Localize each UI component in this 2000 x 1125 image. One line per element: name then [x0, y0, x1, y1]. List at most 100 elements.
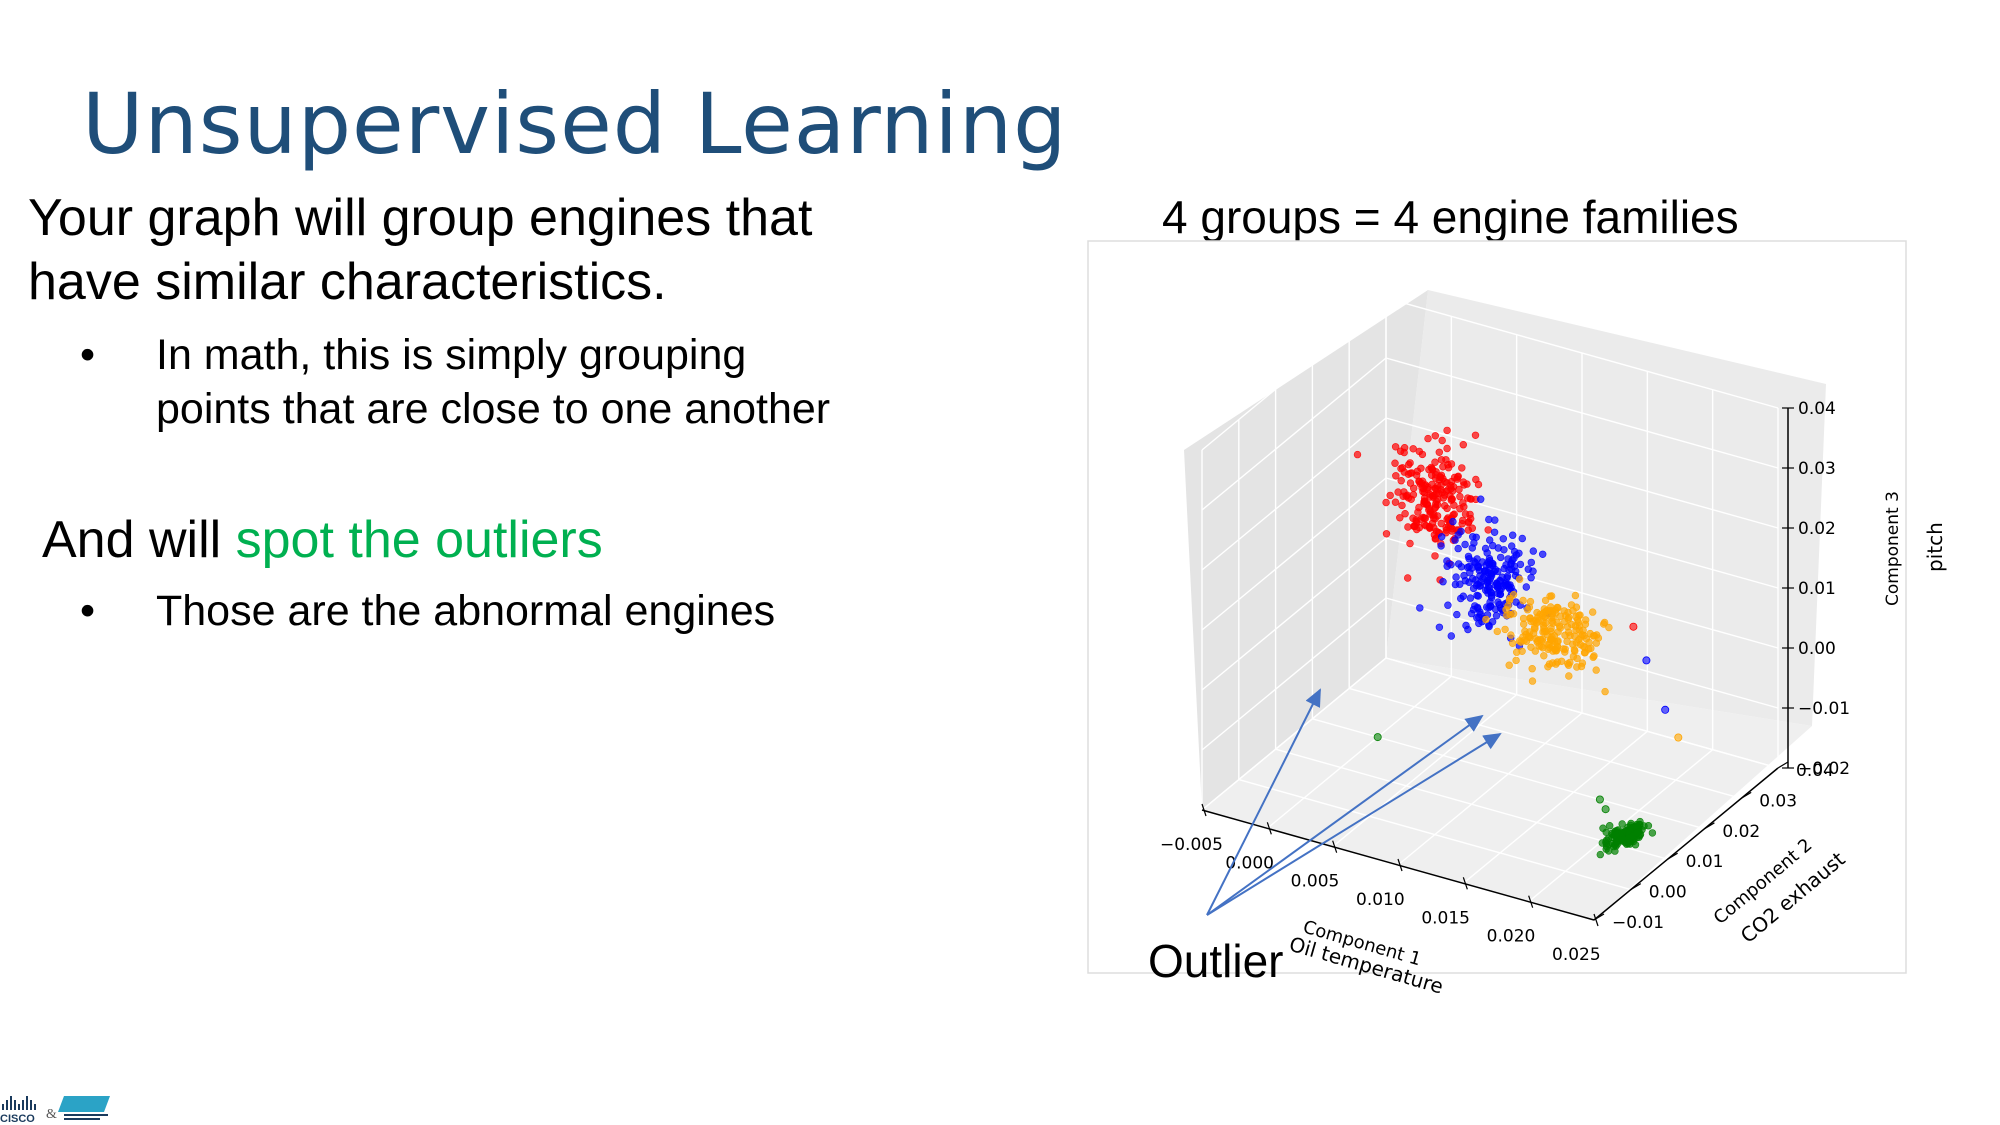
data-point	[1566, 658, 1574, 667]
data-points	[1353, 426, 1683, 859]
series-3	[1596, 817, 1657, 859]
data-point	[1458, 519, 1466, 528]
data-point	[1487, 602, 1495, 610]
data-point	[1505, 596, 1514, 605]
bullet-dot: •	[80, 331, 96, 379]
data-point	[1391, 498, 1400, 506]
data-point	[1403, 574, 1412, 582]
data-point	[1611, 847, 1619, 855]
data-point	[1600, 618, 1609, 627]
data-point	[1522, 583, 1531, 591]
data-point	[1464, 625, 1472, 634]
data-point	[1499, 535, 1508, 543]
data-point	[1471, 431, 1480, 439]
data-point	[1459, 441, 1468, 449]
floor-pane	[1202, 658, 1812, 920]
data-point	[1420, 494, 1429, 502]
data-point	[1496, 553, 1505, 562]
data-point	[1567, 601, 1576, 609]
data-point	[1488, 618, 1497, 626]
outlier-lead-highlight: spot the outliers	[235, 511, 603, 569]
data-point	[1431, 515, 1439, 523]
grid-z-wall	[1201, 537, 1387, 691]
data-point	[1483, 549, 1491, 557]
data-point	[1458, 464, 1466, 472]
z-axis-extra-title: pitch	[1923, 522, 1947, 572]
y-axis-line	[1593, 767, 1779, 921]
x-tick-label: 0.015	[1421, 908, 1470, 928]
data-point	[1386, 491, 1394, 500]
x-axis-line	[1201, 809, 1595, 921]
data-point	[1638, 826, 1646, 834]
data-point	[1448, 487, 1457, 495]
data-point	[1599, 824, 1607, 832]
z-tick-label: 0.00	[1798, 639, 1836, 659]
data-point	[1596, 850, 1605, 859]
y-tick	[1777, 761, 1789, 769]
y-tick-label: 0.04	[1796, 761, 1834, 781]
data-point	[1523, 605, 1532, 614]
outlier-point	[1661, 705, 1670, 714]
data-point	[1485, 536, 1494, 544]
data-point	[1409, 445, 1417, 453]
data-point	[1540, 624, 1548, 632]
svg-text:&: &	[46, 1107, 57, 1122]
grid-x-floor	[1332, 694, 1518, 848]
data-point	[1492, 612, 1501, 620]
data-point	[1465, 562, 1473, 571]
data-point	[1435, 623, 1444, 631]
data-point	[1538, 550, 1547, 558]
data-point	[1518, 647, 1526, 655]
x-tick-label: −0.005	[1160, 835, 1223, 855]
z-tick-label: 0.03	[1798, 459, 1836, 479]
data-point	[1431, 504, 1439, 512]
bullet-grouping-line-2: points that are close to one another	[156, 385, 831, 433]
data-point	[1456, 594, 1465, 603]
data-point	[1466, 495, 1475, 503]
data-point	[1536, 610, 1544, 618]
data-point	[1438, 436, 1446, 445]
z-tick-label: 0.01	[1798, 579, 1836, 599]
data-point	[1601, 687, 1609, 696]
data-point	[1538, 635, 1547, 643]
data-point	[1472, 533, 1480, 541]
grid-z-back	[1385, 297, 1779, 409]
data-point	[1391, 443, 1400, 451]
grid-lines	[1201, 297, 1779, 921]
z-tick-label: −0.01	[1798, 699, 1850, 719]
grid-y-floor	[1238, 778, 1631, 891]
data-point	[1493, 583, 1502, 592]
data-point	[1439, 474, 1447, 483]
data-point	[1415, 447, 1424, 456]
series-0	[1353, 426, 1492, 584]
data-point	[1437, 533, 1446, 541]
outlier-point	[1601, 805, 1610, 814]
data-point	[1465, 578, 1473, 586]
data-point	[1466, 510, 1474, 519]
data-point	[1451, 536, 1459, 544]
data-point	[1508, 639, 1517, 647]
data-point	[1491, 565, 1500, 574]
data-point	[1547, 636, 1555, 644]
data-point	[1579, 642, 1587, 650]
data-point	[1392, 472, 1400, 480]
data-point	[1618, 820, 1626, 828]
y-tick-label: 0.01	[1686, 852, 1724, 872]
data-point	[1412, 525, 1421, 534]
data-point	[1559, 645, 1568, 653]
data-point	[1401, 510, 1409, 518]
data-point	[1553, 603, 1561, 612]
data-point	[1585, 638, 1593, 647]
data-point	[1482, 615, 1490, 624]
x-tick	[1528, 895, 1534, 908]
outlier-label: Outlier	[1148, 935, 1284, 987]
data-point	[1541, 596, 1550, 605]
data-point	[1468, 524, 1477, 532]
x-tick	[1332, 840, 1338, 853]
data-point	[1512, 656, 1520, 665]
data-point	[1572, 639, 1581, 647]
data-point	[1528, 677, 1537, 685]
outlier-arrow-3	[1206, 732, 1502, 916]
data-point	[1503, 574, 1511, 582]
data-point	[1519, 596, 1527, 605]
